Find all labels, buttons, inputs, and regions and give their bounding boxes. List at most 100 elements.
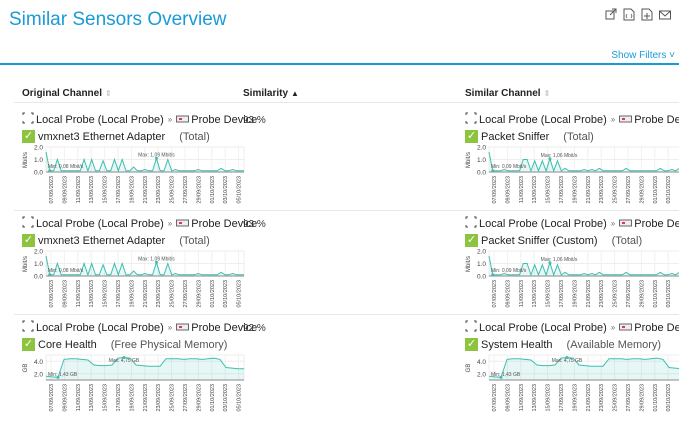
x-tick-label: 29/09/2023 [639, 280, 645, 308]
x-tick-label: 23/09/2023 [156, 280, 162, 308]
device-link[interactable]: Probe Device [191, 321, 258, 334]
add-to-report-icon[interactable] [641, 8, 653, 21]
x-tick-label: 13/09/2023 [89, 280, 95, 308]
probe-icon [465, 216, 477, 231]
checkbox-icon[interactable]: ✓ [22, 130, 35, 143]
channel-name[interactable]: Core Health [38, 338, 97, 351]
checkbox-icon[interactable]: ✓ [465, 130, 478, 143]
probe-link[interactable]: Local Probe (Local Probe) [479, 321, 607, 334]
device-link[interactable]: Probe Device [191, 217, 258, 230]
x-tick-label: 25/09/2023 [170, 384, 176, 412]
export-html-icon[interactable] [623, 8, 635, 21]
x-tick-label: 21/09/2023 [143, 176, 149, 204]
x-tick-label: 25/09/2023 [613, 176, 619, 204]
max-point [122, 356, 126, 359]
x-tick-label: 01/10/2023 [210, 176, 216, 204]
checkbox-icon[interactable]: ✓ [465, 234, 478, 247]
series-line [45, 356, 244, 378]
column-header-similar[interactable]: Similar Channel ⇕ [465, 88, 551, 99]
x-tick-label: 21/09/2023 [143, 280, 149, 308]
y-axis-unit: Mbit/s [466, 256, 472, 272]
x-tick-label: 07/09/2023 [49, 176, 55, 204]
y-tick-label: 2.0 [34, 145, 43, 152]
channel-name[interactable]: Packet Sniffer (Custom) [481, 234, 598, 247]
x-tick-label: 01/10/2023 [653, 280, 659, 308]
max-point [548, 157, 552, 161]
sparkline-chart: 0.0 1.0 2.0 Mbit/s Max: 1,06 Mbit/s Min: 0,09… [466, 249, 679, 308]
external-link-icon[interactable] [605, 8, 617, 21]
x-tick-label: 03/10/2023 [666, 384, 672, 412]
x-tick-label: 15/09/2023 [103, 384, 109, 412]
y-tick-label: 0.0 [34, 170, 43, 177]
channel-name[interactable]: vmxnet3 Ethernet Adapter [38, 130, 166, 143]
x-tick-label: 01/10/2023 [653, 176, 659, 204]
series-area [489, 152, 679, 172]
x-tick-label: 15/09/2023 [546, 280, 552, 308]
device-icon [619, 114, 633, 126]
probe-link[interactable]: Local Probe (Local Probe) [479, 217, 607, 230]
checkbox-icon[interactable]: ✓ [22, 338, 35, 351]
series-area [489, 357, 679, 380]
channel-name[interactable]: vmxnet3 Ethernet Adapter [38, 234, 166, 247]
x-tick-label: 07/09/2023 [492, 280, 498, 308]
similar-channel-cell: Local Probe (Local Probe)» Probe Device … [465, 320, 679, 421]
x-tick-label: 13/09/2023 [532, 280, 538, 308]
probe-link[interactable]: Local Probe (Local Probe) [479, 113, 607, 126]
checkbox-icon[interactable]: ✓ [22, 234, 35, 247]
x-tick-label: 09/09/2023 [62, 176, 68, 204]
x-tick-label: 03/10/2023 [666, 280, 672, 308]
x-tick-label: 15/09/2023 [546, 384, 552, 412]
y-tick-label: 4.0 [477, 359, 486, 366]
checkbox-icon[interactable]: ✓ [465, 338, 478, 351]
probe-link[interactable]: Local Probe (Local Probe) [36, 321, 164, 334]
x-tick-label: 19/09/2023 [572, 280, 578, 308]
x-tick-label: 07/09/2023 [49, 384, 55, 412]
x-tick-label: 11/09/2023 [76, 384, 82, 411]
column-header-original[interactable]: Original Channel ⇕ [22, 88, 112, 99]
x-tick-label: 25/09/2023 [170, 280, 176, 308]
device-icon [619, 322, 633, 334]
max-point [548, 261, 552, 265]
column-header-similarity[interactable]: Similarity ▲ [243, 88, 299, 99]
probe-link[interactable]: Local Probe (Local Probe) [36, 217, 164, 230]
x-tick-label: 03/10/2023 [223, 384, 229, 412]
x-tick-label: 21/09/2023 [586, 384, 592, 412]
path-separator: » [167, 115, 173, 124]
probe-link[interactable]: Local Probe (Local Probe) [36, 113, 164, 126]
device-link[interactable]: Probe Device [634, 217, 679, 230]
y-tick-label: 1.0 [34, 261, 43, 268]
device-link[interactable]: Probe Device [634, 113, 679, 126]
similar-channel-cell: Local Probe (Local Probe)» Probe Device … [465, 112, 679, 213]
sort-ascending-icon: ▲ [291, 89, 299, 98]
series-line [45, 151, 244, 173]
x-tick-label: 13/09/2023 [532, 384, 538, 412]
device-link[interactable]: Probe Device [191, 113, 258, 126]
x-tick-label: 29/09/2023 [639, 384, 645, 412]
y-tick-label: 2.0 [34, 371, 43, 378]
device-link[interactable]: Probe Device [634, 321, 679, 334]
x-tick-label: 09/09/2023 [62, 384, 68, 412]
min-point [56, 375, 60, 379]
channel-name[interactable]: Packet Sniffer [481, 130, 550, 143]
min-label: Min: 0,08 Mbit/s [48, 268, 84, 274]
x-tick-label: 07/09/2023 [492, 176, 498, 204]
x-tick-label: 11/09/2023 [519, 176, 525, 203]
y-tick-label: 2.0 [477, 371, 486, 378]
y-tick-label: 1.0 [477, 157, 486, 164]
divider [0, 63, 679, 65]
x-tick-label: 11/09/2023 [519, 280, 525, 307]
x-tick-label: 23/09/2023 [599, 384, 605, 412]
channel-name[interactable]: System Health [481, 338, 553, 351]
x-tick-label: 17/09/2023 [116, 280, 122, 308]
email-icon[interactable] [659, 8, 671, 21]
device-icon [619, 218, 633, 230]
x-tick-label: 17/09/2023 [559, 384, 565, 412]
x-tick-label: 13/09/2023 [89, 176, 95, 204]
max-label: Max: 1,06 Mbit/s [541, 153, 578, 159]
max-point [565, 356, 569, 359]
similar-channel-cell: Local Probe (Local Probe)» Probe Device … [465, 216, 679, 317]
sparkline-chart: 0.0 1.0 2.0 Mbit/s Max: 1,06 Mbit/s Min: 0,09… [466, 145, 679, 204]
show-filters-link[interactable]: Show Filters ˅ [611, 50, 675, 61]
x-tick-label: 11/09/2023 [76, 176, 82, 203]
path-separator: » [610, 323, 616, 332]
